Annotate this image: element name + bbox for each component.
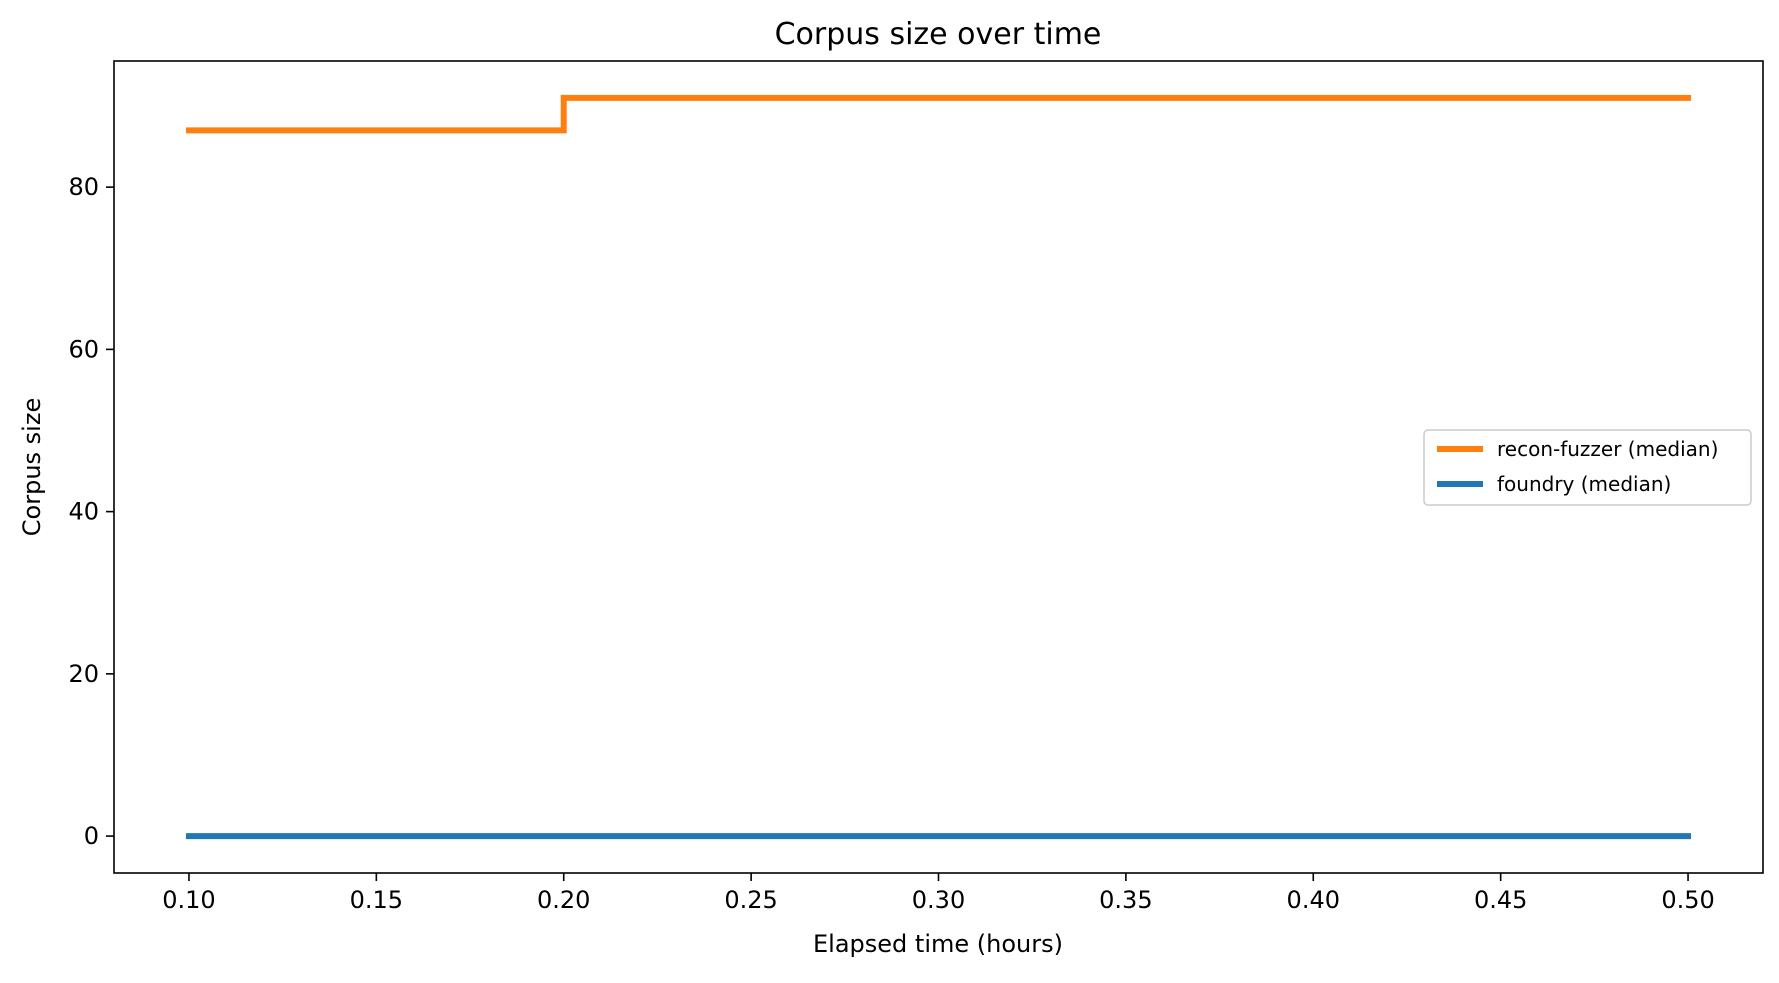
y-axis-label: Corpus size	[18, 398, 46, 536]
x-axis-ticks: 0.10 0.15 0.20 0.25 0.30 0.35 0.40 0.45 0.50	[162, 873, 1715, 914]
legend-box	[1423, 429, 1752, 506]
y-axis-ticks: 0 20 40 60 80	[68, 173, 114, 850]
legend-label: foundry (median)	[1497, 472, 1671, 496]
x-tick-label: 0.15	[350, 886, 403, 914]
y-tick-label: 0	[84, 822, 99, 850]
x-tick-label: 0.35	[1099, 886, 1152, 914]
x-tick-label: 0.50	[1661, 886, 1714, 914]
x-tick-label: 0.10	[162, 886, 215, 914]
x-tick-label: 0.40	[1287, 886, 1340, 914]
chart-title: Corpus size over time	[775, 17, 1102, 52]
y-tick-label: 40	[68, 498, 99, 526]
x-axis-label: Elapsed time (hours)	[813, 930, 1063, 958]
legend-items: recon-fuzzer (median) foundry (median)	[1437, 437, 1718, 496]
x-tick-label: 0.25	[724, 886, 777, 914]
series-line-0	[185, 94, 1692, 134]
legend-label: recon-fuzzer (median)	[1497, 437, 1718, 461]
y-tick-label: 60	[68, 335, 99, 363]
x-tick-label: 0.20	[537, 886, 590, 914]
x-tick-label: 0.30	[912, 886, 965, 914]
y-tick-label: 20	[68, 660, 99, 688]
legend: recon-fuzzer (median) foundry (median)	[1423, 429, 1752, 506]
y-tick-label: 80	[68, 173, 99, 201]
series-layer	[185, 94, 1692, 840]
x-tick-label: 0.45	[1474, 886, 1527, 914]
